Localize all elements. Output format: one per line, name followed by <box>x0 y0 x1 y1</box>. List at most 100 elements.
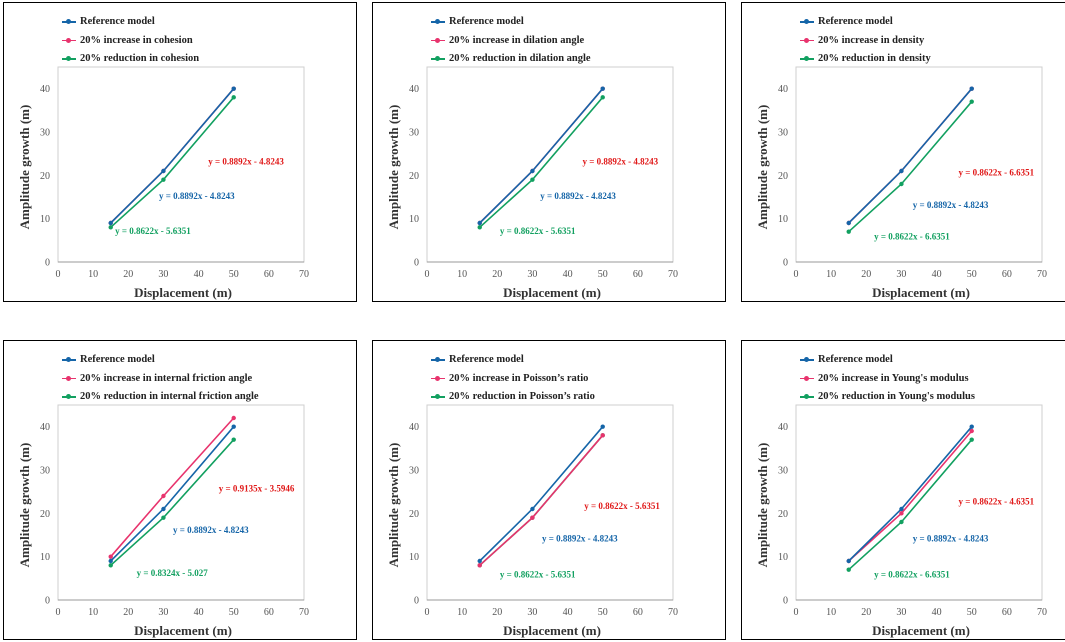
y-tick-label: 30 <box>40 128 50 139</box>
legend-label-increase: 20% increase in Poisson’s ratio <box>449 372 589 384</box>
x-tick-label: 60 <box>633 607 643 618</box>
x-tick-label: 50 <box>598 269 608 280</box>
legend-label-reference: Reference model <box>80 354 155 365</box>
y-tick-label: 10 <box>778 552 788 563</box>
x-axis-label: Displacement (m) <box>872 285 970 300</box>
legend-item-reference: Reference model <box>431 351 595 370</box>
y-tick-label: 10 <box>778 214 788 225</box>
legend-item-increase: 20% increase in density <box>800 32 931 51</box>
series-line-reduction <box>848 101 973 233</box>
data-point-reference <box>231 86 236 91</box>
chart-panel-youngs-modulus: 0 10 20 30 40 50 60 70 0 10 20 30 40 y = 0.8622x - 4.… <box>741 340 1065 640</box>
data-point-reduction <box>846 229 851 234</box>
y-axis-label: Amplitude growth (m) <box>17 442 32 568</box>
y-tick-label: 0 <box>783 258 788 269</box>
data-point-reduction <box>846 567 851 572</box>
x-tick-label: 30 <box>896 607 906 618</box>
trendline-equation-increase: y = 0.8892x - 4.8243 <box>582 157 658 167</box>
chart-panel-cohesion: 0 10 20 30 40 50 60 70 0 10 20 30 40 y = 0.8892x - 4.… <box>3 2 357 302</box>
legend-item-reference: Reference model <box>800 13 931 32</box>
x-tick-label: 50 <box>229 269 239 280</box>
x-axis-label: Displacement (m) <box>134 285 232 300</box>
legend-label-reduction: 20% reduction in Young's modulus <box>818 391 975 402</box>
x-tick-label: 10 <box>826 607 836 618</box>
x-tick-label: 70 <box>1037 607 1047 618</box>
y-tick-label: 40 <box>778 84 788 95</box>
legend-label-reduction: 20% reduction in Poisson’s ratio <box>449 391 595 402</box>
y-tick-label: 30 <box>778 466 788 477</box>
data-point-reference <box>969 86 974 91</box>
legend-item-reference: Reference model <box>800 351 975 370</box>
legend-marker-reference <box>66 19 71 24</box>
x-tick-label: 30 <box>896 269 906 280</box>
data-point-reference <box>600 424 605 429</box>
legend-label-reference: Reference model <box>818 16 893 27</box>
legend-label-reduction: 20% reduction in cohesion <box>80 53 200 64</box>
data-point-increase <box>161 493 166 499</box>
data-point-reference <box>846 558 851 564</box>
legend-label-reduction: 20% reduction in dilation angle <box>449 53 591 64</box>
series-line-reduction <box>110 439 235 566</box>
legend-item-reduction: 20% reduction in density <box>800 50 931 69</box>
legend-marker-reduction <box>435 56 440 61</box>
chart-plot: 0 10 20 30 40 50 60 70 0 10 20 30 40 y = 0.8892x - 4.… <box>409 66 678 280</box>
legend-item-reduction: 20% reduction in Young's modulus <box>800 388 975 407</box>
chart-plot: 0 10 20 30 40 50 60 70 0 10 20 30 40 y = 0.8892x - 4.… <box>40 66 309 280</box>
legend-label-increase: 20% increase in cohesion <box>80 34 193 46</box>
y-tick-label: 20 <box>778 509 788 520</box>
data-point-reduction <box>161 515 166 520</box>
x-tick-label: 60 <box>1002 269 1012 280</box>
trendline-equation-increase: y = 0.8622x - 5.6351 <box>584 501 660 511</box>
x-tick-label: 20 <box>861 269 871 280</box>
y-tick-label: 30 <box>409 466 419 477</box>
x-tick-label: 40 <box>194 269 204 280</box>
trendline-equation-reduction: y = 0.8622x - 5.6351 <box>500 569 576 579</box>
x-tick-label: 50 <box>967 607 977 618</box>
legend-item-reference: Reference model <box>431 13 591 32</box>
x-tick-label: 10 <box>457 269 467 280</box>
y-tick-label: 20 <box>778 171 788 182</box>
legend-item-reduction: 20% reduction in Poisson’s ratio <box>431 388 595 407</box>
data-point-reference <box>477 558 482 564</box>
chart-legend: Reference model 20% increase in internal… <box>62 351 259 407</box>
x-axis-label: Displacement (m) <box>503 285 601 300</box>
series-line-reference <box>110 426 235 562</box>
legend-marker-reduction <box>804 56 809 61</box>
x-tick-label: 70 <box>299 269 309 280</box>
chart-panel-density: 0 10 20 30 40 50 60 70 0 10 20 30 40 y = 0.8622x - 6.… <box>741 2 1065 302</box>
trendline-equation-increase: y = 0.9135x - 3.5946 <box>219 484 295 494</box>
legend-item-reduction: 20% reduction in internal friction angle <box>62 388 259 407</box>
legend-item-increase: 20% increase in cohesion <box>62 32 199 51</box>
trendline-equation-reference: y = 0.8892x - 4.8243 <box>913 200 989 210</box>
y-axis-label: Amplitude growth (m) <box>386 104 401 230</box>
x-tick-label: 50 <box>598 607 608 618</box>
data-point-increase <box>231 415 236 421</box>
legend-marker-reference <box>66 357 71 362</box>
series-line-increase <box>110 417 235 558</box>
legend-marker-reference <box>435 19 440 24</box>
legend-item-increase: 20% increase in internal friction angle <box>62 370 259 389</box>
series-line-reduction <box>848 439 973 571</box>
y-axis-label: Amplitude growth (m) <box>17 104 32 230</box>
data-point-reference <box>108 558 113 564</box>
y-tick-label: 10 <box>409 214 419 225</box>
x-tick-label: 0 <box>56 269 61 280</box>
x-tick-label: 20 <box>123 269 133 280</box>
legend-marker-increase <box>435 375 440 381</box>
x-tick-label: 70 <box>1037 269 1047 280</box>
x-tick-label: 0 <box>56 607 61 618</box>
y-axis-label: Amplitude growth (m) <box>755 442 770 568</box>
chart-plot: 0 10 20 30 40 50 60 70 0 10 20 30 40 y = 0.8622x - 5.… <box>409 404 678 618</box>
trendline-equation-reference: y = 0.8892x - 4.8243 <box>159 191 235 201</box>
data-point-reference <box>899 168 904 174</box>
legend-label-increase: 20% increase in dilation angle <box>449 34 585 46</box>
x-tick-label: 30 <box>527 607 537 618</box>
x-tick-label: 20 <box>492 607 502 618</box>
data-point-reference <box>899 506 904 512</box>
y-tick-label: 0 <box>414 258 419 269</box>
data-point-reference <box>161 168 166 174</box>
x-tick-label: 10 <box>88 269 98 280</box>
data-point-increase <box>969 428 974 434</box>
data-point-reduction <box>530 177 535 182</box>
data-point-reduction <box>969 99 974 104</box>
